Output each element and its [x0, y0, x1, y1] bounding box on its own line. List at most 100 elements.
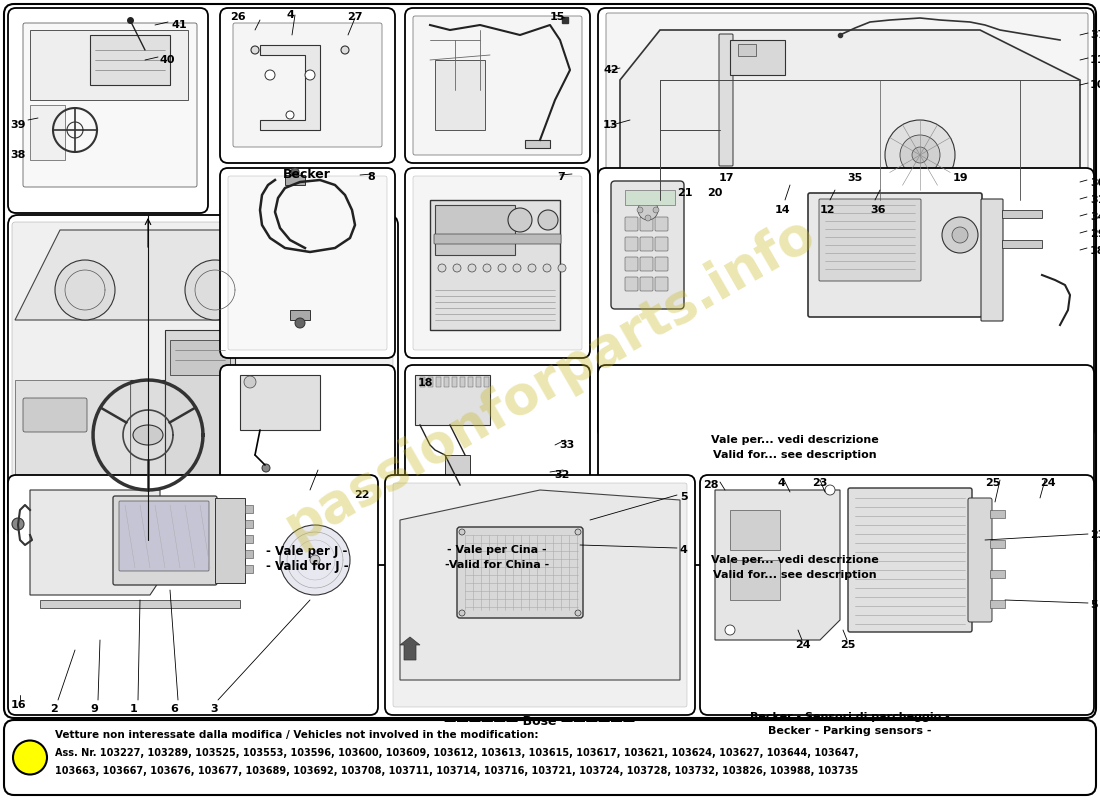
Text: 13: 13 — [603, 120, 618, 130]
FancyBboxPatch shape — [640, 277, 653, 291]
FancyBboxPatch shape — [654, 277, 668, 291]
Polygon shape — [715, 490, 840, 640]
FancyBboxPatch shape — [119, 501, 209, 571]
Text: 23: 23 — [1090, 530, 1100, 540]
Circle shape — [438, 264, 446, 272]
Text: 24: 24 — [1040, 478, 1056, 488]
FancyBboxPatch shape — [625, 217, 638, 231]
Polygon shape — [730, 510, 780, 550]
FancyBboxPatch shape — [610, 181, 684, 309]
Text: 25: 25 — [984, 478, 1000, 488]
Circle shape — [513, 264, 521, 272]
FancyBboxPatch shape — [981, 199, 1003, 321]
Bar — [245, 550, 253, 558]
Text: 26: 26 — [230, 12, 245, 22]
FancyBboxPatch shape — [412, 176, 582, 350]
Text: Vale per... vedi descrizione: Vale per... vedi descrizione — [711, 435, 879, 445]
Text: —————— Bose ——————: —————— Bose —————— — [444, 715, 636, 728]
FancyBboxPatch shape — [640, 237, 653, 251]
Circle shape — [292, 168, 299, 176]
Text: 9: 9 — [90, 704, 98, 714]
Bar — [452, 377, 456, 387]
FancyBboxPatch shape — [598, 168, 1094, 438]
Text: - Vale per Cina -: - Vale per Cina - — [448, 545, 547, 555]
Bar — [245, 565, 253, 573]
Circle shape — [468, 264, 476, 272]
Ellipse shape — [133, 425, 163, 445]
Circle shape — [498, 264, 506, 272]
Text: 11: 11 — [1090, 55, 1100, 65]
Bar — [430, 200, 560, 330]
Bar — [625, 190, 675, 205]
Circle shape — [310, 555, 320, 565]
FancyBboxPatch shape — [8, 215, 398, 540]
Text: 15: 15 — [550, 12, 565, 22]
Text: 6: 6 — [170, 704, 178, 714]
FancyBboxPatch shape — [820, 199, 921, 281]
Text: 17: 17 — [718, 173, 734, 183]
FancyBboxPatch shape — [625, 277, 638, 291]
FancyBboxPatch shape — [719, 34, 733, 166]
FancyBboxPatch shape — [700, 475, 1094, 715]
Bar — [165, 330, 235, 510]
FancyBboxPatch shape — [23, 23, 197, 187]
Text: 32: 32 — [554, 470, 570, 480]
Text: 23: 23 — [812, 478, 827, 488]
Circle shape — [483, 264, 491, 272]
Text: 36: 36 — [870, 205, 886, 215]
Text: 16: 16 — [11, 700, 26, 710]
Circle shape — [244, 376, 256, 388]
Text: 22: 22 — [354, 490, 370, 500]
Bar — [484, 377, 490, 387]
Circle shape — [453, 264, 461, 272]
FancyBboxPatch shape — [654, 257, 668, 271]
Text: 33: 33 — [560, 440, 575, 450]
Text: 14: 14 — [776, 205, 791, 215]
Text: 42: 42 — [603, 65, 618, 75]
Bar — [170, 340, 230, 375]
Text: 4: 4 — [680, 545, 688, 555]
Text: Vale per... vedi descrizione: Vale per... vedi descrizione — [711, 555, 879, 565]
Circle shape — [528, 264, 536, 272]
Bar — [420, 377, 425, 387]
Text: A: A — [24, 751, 35, 766]
Text: 10: 10 — [1090, 80, 1100, 90]
Circle shape — [942, 217, 978, 253]
Text: 35: 35 — [847, 173, 862, 183]
Text: 5: 5 — [680, 492, 688, 502]
FancyBboxPatch shape — [640, 217, 653, 231]
Bar — [40, 600, 240, 608]
Bar — [460, 377, 465, 387]
Text: 19: 19 — [953, 173, 968, 183]
Bar — [15, 380, 130, 510]
Text: - Valid for J -: - Valid for J - — [266, 560, 349, 573]
FancyBboxPatch shape — [640, 257, 653, 271]
FancyBboxPatch shape — [246, 426, 384, 524]
Bar — [436, 377, 441, 387]
Circle shape — [637, 207, 644, 213]
Bar — [730, 40, 785, 75]
Bar — [30, 105, 65, 160]
Ellipse shape — [575, 529, 581, 535]
Polygon shape — [30, 490, 159, 595]
FancyBboxPatch shape — [12, 222, 393, 528]
Text: 27: 27 — [348, 12, 363, 22]
FancyBboxPatch shape — [654, 237, 668, 251]
Circle shape — [305, 70, 315, 80]
Text: 8: 8 — [367, 172, 375, 182]
FancyBboxPatch shape — [8, 475, 378, 715]
Text: 12: 12 — [820, 205, 836, 215]
Text: 4: 4 — [286, 10, 294, 20]
FancyBboxPatch shape — [220, 365, 395, 565]
Ellipse shape — [575, 610, 581, 616]
FancyBboxPatch shape — [434, 234, 561, 244]
Bar — [428, 377, 433, 387]
Circle shape — [295, 318, 305, 328]
Bar — [130, 380, 165, 520]
FancyBboxPatch shape — [848, 488, 972, 632]
Text: 7: 7 — [558, 172, 565, 182]
Bar — [90, 35, 170, 85]
Bar — [990, 600, 1005, 608]
FancyBboxPatch shape — [113, 496, 217, 585]
FancyBboxPatch shape — [385, 475, 695, 715]
